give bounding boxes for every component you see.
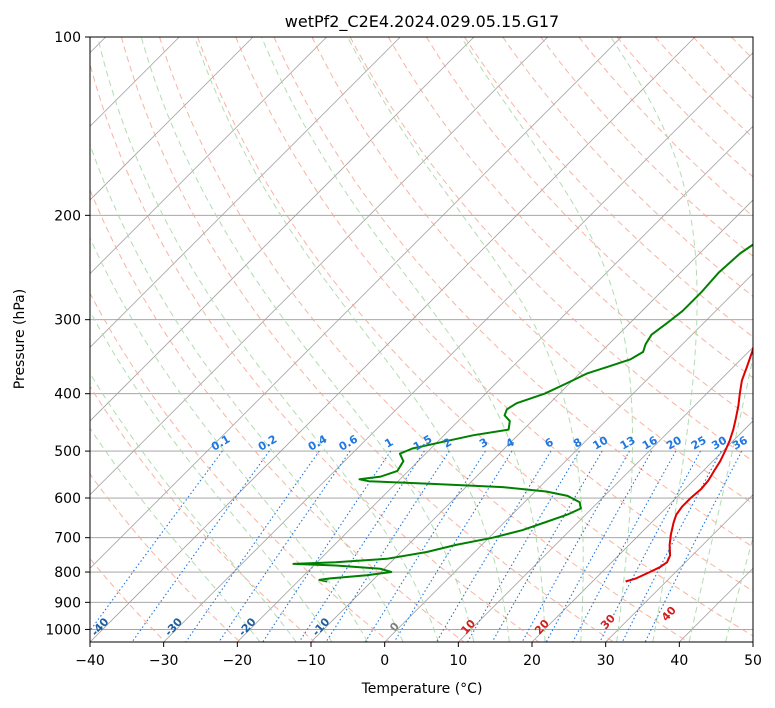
- plot-frame: [89, 36, 754, 643]
- x-tick-label: 20: [523, 653, 541, 669]
- y-tick-label: 100: [54, 30, 81, 46]
- plot-area: [90, 37, 753, 642]
- moist-adiabat-line: [261, 37, 546, 642]
- dry-adiabat-line: [90, 557, 166, 642]
- isotherm-line: [605, 494, 753, 642]
- isotherm-line: [752, 641, 753, 642]
- x-tick-label: 0: [380, 653, 389, 669]
- x-tick-label: 30: [597, 653, 615, 669]
- moist-adiabat-line: [194, 37, 510, 642]
- dry-adiabat-line: [387, 37, 753, 420]
- dry-adiabat-line: [159, 37, 689, 642]
- isotherm-line: [90, 37, 622, 569]
- axes-layer: −40 −30 −20 −10 0 10 20 30 40 50 100 200 300 400 500 60…: [45, 30, 762, 669]
- dry-adiabat-line: [120, 37, 614, 642]
- isotherm-line: [90, 37, 548, 496]
- y-tick-label: 200: [54, 208, 81, 224]
- dry-adiabat-line: [197, 37, 753, 637]
- moist-adiabat-line: [610, 37, 698, 642]
- y-tick-label: 600: [54, 491, 81, 507]
- moist-adiabat-line: [90, 236, 369, 642]
- plot-background: [90, 37, 753, 642]
- dry-adiabat-line: [90, 385, 316, 642]
- isotherm-line: [531, 420, 753, 642]
- x-tick-label: −20: [223, 653, 253, 669]
- dry-adiabat-line: [273, 37, 753, 548]
- y-axis-label: Pressure (hPa): [12, 289, 28, 389]
- mixing-ratio-line: [545, 450, 653, 642]
- moist-adiabat-line: [90, 427, 261, 642]
- chart-title: wetPf2_C2E4.2024.029.05.15.G17: [285, 12, 559, 32]
- y-tick-label: 500: [54, 444, 81, 460]
- y-tick-label: 300: [54, 313, 81, 329]
- y-tick-label: 1000: [45, 622, 81, 638]
- isotherm-line: [90, 37, 327, 275]
- mixing-ratio-line: [298, 450, 425, 642]
- moist-adiabat-line: [97, 37, 439, 642]
- mixing-ratio-line: [572, 450, 677, 642]
- x-tick-label: −10: [296, 653, 326, 669]
- mixing-ratio-line: [599, 450, 701, 642]
- isotherm-line: [90, 37, 696, 642]
- mixing-ratio-line: [521, 450, 630, 642]
- mixing-ratio-line: [393, 450, 513, 642]
- x-tick-label: −40: [75, 653, 105, 669]
- moist-adiabat-line: [90, 372, 297, 642]
- isotherm-line: [90, 37, 401, 348]
- isotherm-line: [310, 199, 753, 642]
- y-tick-label: 900: [54, 595, 81, 611]
- y-tick-label: 400: [54, 387, 81, 403]
- mixing-ratio-line: [491, 450, 603, 642]
- moist-adiabat-line: [140, 37, 475, 642]
- isotherm-line: [237, 125, 753, 642]
- temperature-profile-line: [625, 345, 753, 583]
- mixing-ratio-line: [185, 450, 320, 642]
- x-tick-label: 40: [670, 653, 688, 669]
- x-tick-label: 10: [449, 653, 467, 669]
- isotherm-line: [458, 346, 753, 642]
- y-tick-label: 800: [54, 565, 81, 581]
- series-layer: [292, 243, 753, 583]
- isotherm-line: [90, 37, 475, 422]
- moist-adiabat-line: [90, 310, 333, 642]
- mixing-ratio-line: [621, 450, 722, 642]
- mixing-ratio-line: [218, 450, 351, 642]
- moist-adiabat-line: [688, 354, 753, 642]
- moist-adiabat-line: [347, 37, 584, 642]
- dry-adiabat-line: [90, 188, 465, 642]
- y-tick-label: 700: [54, 531, 81, 547]
- moist-adiabat-line: [725, 535, 753, 642]
- dry-adiabat-line: [90, 62, 540, 642]
- x-tick-label: 50: [744, 653, 762, 669]
- moist-adiabat-line: [90, 143, 404, 642]
- x-tick-label: −30: [149, 653, 179, 669]
- mixing-ratio-line: [90, 450, 223, 632]
- isotherm-line: [384, 273, 753, 642]
- grid-layer: [90, 37, 775, 642]
- dry-adiabat-line: [770, 37, 775, 642]
- isotherm-line: [90, 37, 254, 201]
- mixing-ratio-line: [644, 450, 743, 642]
- dewpoint-profile-line: [292, 243, 753, 583]
- dry-adiabat-line: [425, 37, 753, 379]
- x-axis-label: Temperature (°C): [361, 681, 483, 697]
